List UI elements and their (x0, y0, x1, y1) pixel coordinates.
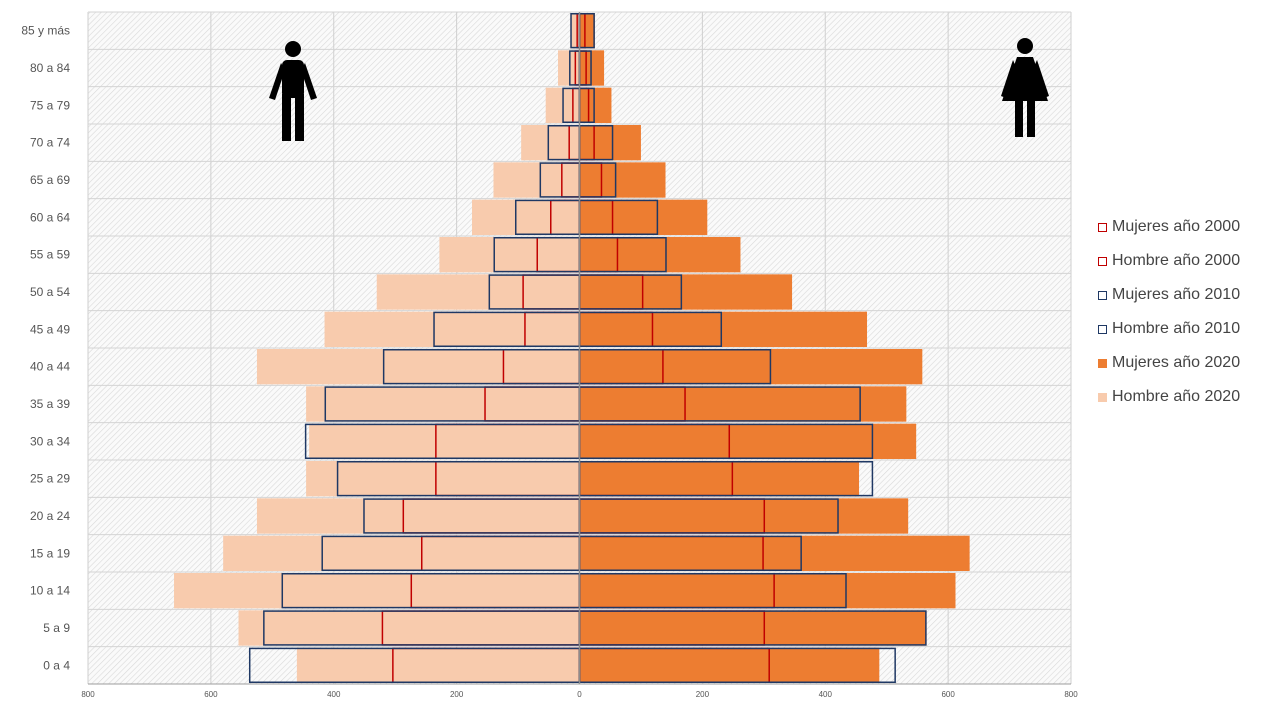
bar-hombre-año-2020-9 (324, 311, 580, 347)
bar-hombre-año-2020-2 (174, 573, 580, 609)
legend-item: Mujeres año 2020 (1098, 346, 1240, 380)
bar-mujeres-año-2020-7 (579, 386, 907, 422)
y-tick-label: 50 a 54 (30, 285, 70, 299)
legend-label: Mujeres año 2010 (1112, 286, 1241, 303)
x-tick-label: 200 (696, 690, 710, 699)
x-tick-label: 400 (819, 690, 833, 699)
bar-mujeres-año-2020-17 (579, 13, 595, 49)
bar-hombre-año-2020-6 (309, 423, 580, 459)
bar-hombre-año-2020-17 (570, 13, 580, 49)
bar-mujeres-año-2020-2 (579, 573, 956, 609)
legend-item: Mujeres año 2010 (1098, 278, 1240, 312)
legend-swatch (1098, 392, 1107, 402)
chart-legend: Mujeres año 2000 Hombre año 2000 Mujeres a… (1098, 210, 1240, 414)
y-tick-label: 20 a 24 (30, 509, 70, 523)
y-axis-labels: 0 a 4 5 a 9 10 a 14 15 a 19 20 a 24 25 a 29 30… (21, 24, 70, 673)
man-icon (269, 41, 317, 141)
bar-hombre-año-2020-14 (521, 125, 580, 161)
bar-hombre-año-2020-3 (223, 535, 580, 571)
y-tick-label: 75 a 79 (30, 98, 70, 112)
bar-hombre-año-2020-4 (256, 498, 580, 534)
legend-item: Mujeres año 2000 (1098, 210, 1240, 244)
bar-mujeres-año-2020-14 (579, 125, 641, 161)
legend-swatch (1098, 324, 1107, 334)
bar-hombre-año-2020-1 (238, 610, 580, 646)
y-tick-label: 10 a 14 (30, 584, 70, 598)
legend-swatch (1098, 222, 1107, 232)
legend-label: Mujeres año 2000 (1112, 218, 1241, 235)
y-tick-label: 65 a 69 (30, 173, 70, 187)
y-tick-label: 45 a 49 (30, 322, 70, 336)
y-tick-label: 5 a 9 (43, 621, 70, 635)
bar-mujeres-año-2020-9 (579, 311, 868, 347)
bar-hombre-año-2020-13 (493, 162, 580, 198)
bar-mujeres-año-2020-3 (579, 535, 970, 571)
y-tick-label: 85 y más (21, 24, 70, 38)
legend-item: Hombre año 2010 (1098, 312, 1240, 346)
x-tick-label: 0 (577, 690, 582, 699)
x-tick-label: 800 (81, 690, 95, 699)
woman-icon (1001, 38, 1049, 137)
bar-mujeres-año-2020-4 (579, 498, 909, 534)
bar-hombre-año-2020-8 (256, 349, 580, 385)
y-tick-label: 35 a 39 (30, 397, 70, 411)
x-tick-label: 400 (327, 690, 341, 699)
legend-item: Hombre año 2020 (1098, 380, 1240, 414)
y-tick-label: 30 a 34 (30, 434, 70, 448)
legend-swatch (1098, 290, 1107, 300)
x-tick-label: 600 (204, 690, 218, 699)
y-tick-label: 70 a 74 (30, 136, 70, 150)
bar-hombre-año-2020-11 (439, 237, 580, 273)
bar-hombre-año-2020-10 (376, 274, 580, 310)
bar-mujeres-año-2020-10 (579, 274, 793, 310)
y-tick-label: 15 a 19 (30, 546, 70, 560)
legend-label: Hombre año 2000 (1112, 252, 1241, 269)
y-tick-label: 55 a 59 (30, 248, 70, 262)
y-tick-label: 60 a 64 (30, 210, 70, 224)
x-tick-label: 800 (1064, 690, 1078, 699)
x-tick-label: 200 (450, 690, 464, 699)
bar-mujeres-año-2020-13 (579, 162, 666, 198)
bar-mujeres-año-2020-1 (579, 610, 927, 646)
bar-mujeres-año-2020-8 (579, 349, 923, 385)
legend-item: Hombre año 2000 (1098, 244, 1240, 278)
y-tick-label: 0 a 4 (43, 658, 70, 672)
bar-hombre-año-2020-16 (557, 50, 580, 86)
bar-mujeres-año-2020-12 (579, 199, 708, 235)
bars (88, 12, 1071, 685)
bar-mujeres-año-2020-15 (579, 87, 612, 123)
legend-label: Hombre año 2020 (1112, 388, 1241, 405)
bar-hombre-año-2020-5 (306, 461, 580, 497)
bar-hombre-año-2020-0 (296, 647, 580, 683)
y-tick-label: 40 a 44 (30, 360, 70, 374)
bar-mujeres-año-2020-6 (579, 423, 917, 459)
bar-hombre-año-2020-7 (306, 386, 580, 422)
x-axis-labels: 800 600 400 200 0 200 400 600 800 (81, 690, 1078, 699)
legend-swatch (1098, 256, 1107, 266)
bar-hombre-año-2020-12 (471, 199, 580, 235)
bar-mujeres-año-2020-5 (579, 461, 860, 497)
legend-label: Mujeres año 2020 (1112, 354, 1241, 371)
legend-swatch (1098, 358, 1107, 368)
legend-label: Hombre año 2010 (1112, 320, 1241, 337)
bar-mujeres-año-2020-0 (579, 647, 880, 683)
bar-mujeres-año-2020-11 (579, 237, 741, 273)
x-tick-label: 600 (941, 690, 955, 699)
y-tick-label: 25 a 29 (30, 472, 70, 486)
y-tick-label: 80 a 84 (30, 61, 70, 75)
